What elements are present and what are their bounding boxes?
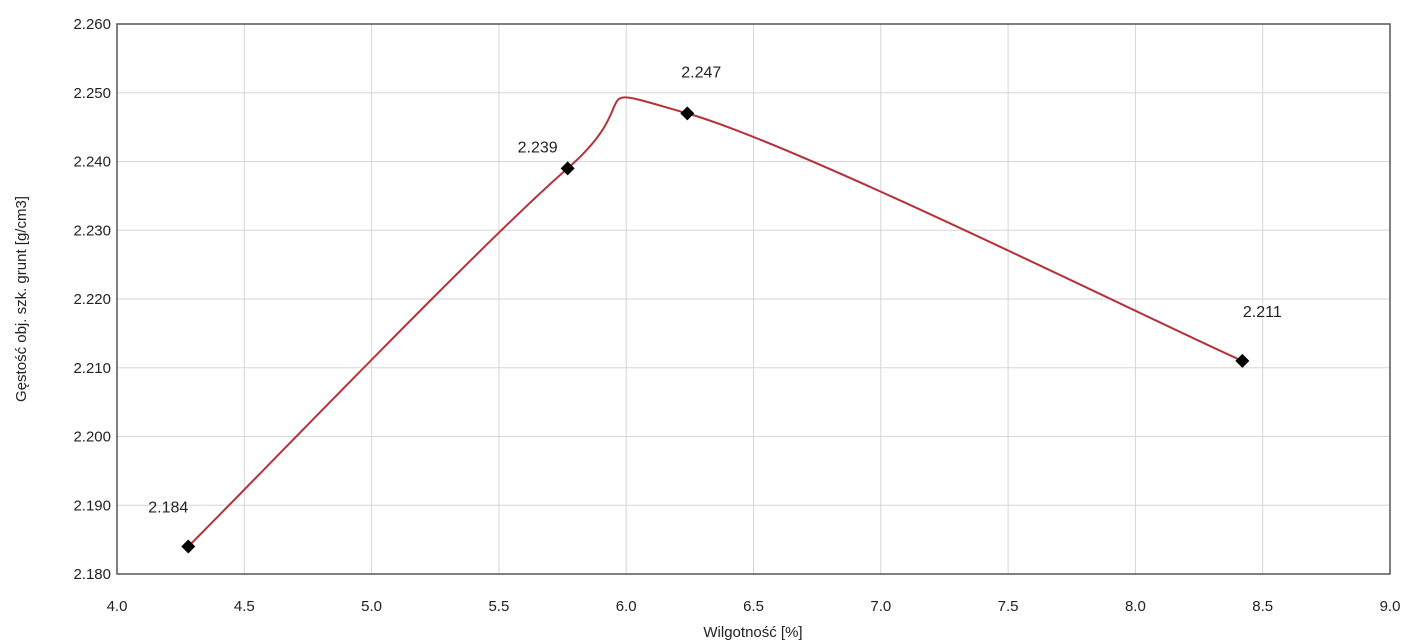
data-label: 2.211 — [1243, 304, 1282, 321]
x-axis-title: Wilgotność [%] — [703, 624, 802, 641]
x-tick-label: 6.5 — [743, 598, 764, 615]
x-tick-label: 5.0 — [361, 598, 382, 615]
x-tick-label: 8.5 — [1252, 598, 1273, 615]
x-tick-label: 8.0 — [1125, 598, 1146, 615]
y-tick-label: 2.200 — [73, 429, 111, 446]
plot-area — [116, 23, 1391, 575]
x-tick-label: 7.5 — [998, 598, 1019, 615]
x-tick-label: 4.0 — [107, 598, 128, 615]
x-tick-label: 9.0 — [1380, 598, 1401, 615]
data-labels: 2.184 2.239 2.247 2.211 — [148, 64, 1282, 516]
series-line — [187, 96, 1243, 548]
y-tick-label: 2.190 — [73, 497, 111, 514]
y-tick-label: 2.250 — [73, 85, 111, 102]
x-tick-label: 6.0 — [616, 598, 637, 615]
y-tick-label: 2.230 — [73, 222, 111, 239]
data-point-marker — [1235, 353, 1250, 368]
y-axis-title: Gęstość obj. szk. grunt [g/cm3] — [13, 196, 30, 402]
y-tick-label: 2.210 — [73, 360, 111, 377]
y-tick-label: 2.220 — [73, 291, 111, 308]
data-label: 2.247 — [681, 64, 721, 81]
data-point-marker — [181, 539, 196, 554]
y-axis-ticks: 2.180 2.190 2.200 2.210 2.220 2.230 2.240 2.250… — [73, 16, 111, 583]
y-tick-label: 2.240 — [73, 154, 111, 171]
y-tick-label: 2.180 — [73, 566, 111, 583]
data-label: 2.239 — [518, 139, 558, 156]
x-tick-label: 4.5 — [234, 598, 255, 615]
x-tick-label: 5.5 — [488, 598, 509, 615]
data-point-marker — [560, 161, 575, 176]
gridlines — [116, 23, 1391, 575]
data-markers — [181, 106, 1250, 554]
data-point-marker — [680, 106, 695, 121]
x-axis-ticks: 4.0 4.5 5.0 5.5 6.0 6.5 7.0 7.5 8.0 8.5 9.0 — [107, 598, 1401, 615]
x-tick-label: 7.0 — [870, 598, 891, 615]
data-label: 2.184 — [148, 500, 188, 517]
y-tick-label: 2.260 — [73, 16, 111, 33]
